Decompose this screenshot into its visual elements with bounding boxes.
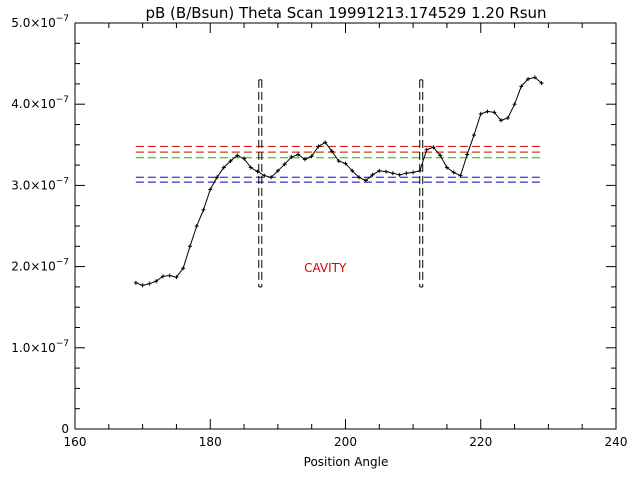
reference-lines xyxy=(135,145,542,183)
data-point xyxy=(208,187,213,192)
annotations: CAVITY xyxy=(304,261,347,275)
data-point xyxy=(336,159,341,164)
data-point xyxy=(248,165,253,170)
x-tick-label: 220 xyxy=(469,435,492,449)
data-point xyxy=(465,152,470,157)
data-point xyxy=(350,168,355,173)
data-point xyxy=(384,169,389,174)
x-tick-label: 200 xyxy=(334,435,357,449)
data-point xyxy=(499,118,504,123)
data-point xyxy=(512,102,517,107)
data-point xyxy=(438,153,443,158)
data-point xyxy=(154,279,159,284)
data-point xyxy=(255,169,260,174)
y-tick-label: 0 xyxy=(61,422,69,436)
data-point xyxy=(296,152,301,157)
data-point xyxy=(532,75,537,80)
y-tick-label: 5.0×10−7 xyxy=(11,14,69,30)
annotation-label: CAVITY xyxy=(304,261,347,275)
data-series xyxy=(133,75,544,288)
data-point xyxy=(444,165,449,170)
data-point xyxy=(174,275,179,280)
vertical-marker xyxy=(419,79,424,288)
data-point xyxy=(215,175,220,180)
y-tick-label: 2.0×10−7 xyxy=(11,258,69,274)
data-point xyxy=(289,154,294,159)
data-point xyxy=(269,175,274,180)
data-point xyxy=(485,109,490,114)
data-point xyxy=(478,111,483,116)
data-point xyxy=(275,168,280,173)
series-line xyxy=(135,76,542,286)
vertical-marker xyxy=(258,79,263,288)
data-point xyxy=(316,144,321,149)
data-point xyxy=(417,168,422,173)
data-point xyxy=(302,157,307,162)
data-point xyxy=(221,165,226,170)
data-point xyxy=(431,145,436,150)
data-point xyxy=(357,175,362,180)
x-axis-label: Position Angle xyxy=(304,455,389,469)
data-point xyxy=(471,133,476,138)
data-point xyxy=(411,170,416,175)
y-tick-label: 3.0×10−7 xyxy=(11,176,69,192)
data-point xyxy=(492,110,497,115)
data-point xyxy=(363,178,368,183)
data-point xyxy=(505,116,510,121)
data-point xyxy=(404,171,409,176)
vertical-markers xyxy=(258,79,424,288)
data-point xyxy=(519,84,524,89)
data-point xyxy=(397,172,402,177)
data-point xyxy=(343,161,348,166)
data-point xyxy=(451,170,456,175)
x-axis: 160 180 200 220 240 xyxy=(64,23,628,449)
data-point xyxy=(181,266,186,271)
data-point xyxy=(201,207,206,212)
data-point xyxy=(133,280,138,285)
data-point xyxy=(526,77,531,82)
data-point xyxy=(262,173,267,178)
x-tick-label: 160 xyxy=(64,435,87,449)
x-tick-label: 240 xyxy=(605,435,628,449)
x-tick-label: 180 xyxy=(199,435,222,449)
plot-frame xyxy=(74,22,617,430)
data-point xyxy=(187,244,192,249)
data-point xyxy=(242,156,247,161)
data-point xyxy=(323,140,328,145)
data-point xyxy=(329,149,334,154)
chart-title: pB (B/Bsun) Theta Scan 19991213.174529 1… xyxy=(145,4,546,22)
data-point xyxy=(228,159,233,164)
data-point xyxy=(194,224,199,228)
data-point xyxy=(424,147,429,152)
y-axis: 0 1.0×10−7 2.0×10−7 3.0×10−7 4.0×10−7 5.0×10−… xyxy=(11,14,616,436)
y-tick-label: 1.0×10−7 xyxy=(11,339,69,355)
data-point xyxy=(147,281,152,286)
y-tick-label: 4.0×10−7 xyxy=(11,95,69,111)
data-point xyxy=(160,274,165,279)
data-point xyxy=(167,273,172,278)
data-point xyxy=(370,172,375,177)
data-point xyxy=(458,173,463,178)
data-point xyxy=(539,81,544,86)
data-point xyxy=(282,162,287,167)
data-point xyxy=(309,154,314,159)
data-point xyxy=(235,153,240,158)
data-point xyxy=(377,168,382,173)
data-point xyxy=(390,171,395,176)
data-point xyxy=(140,283,145,288)
